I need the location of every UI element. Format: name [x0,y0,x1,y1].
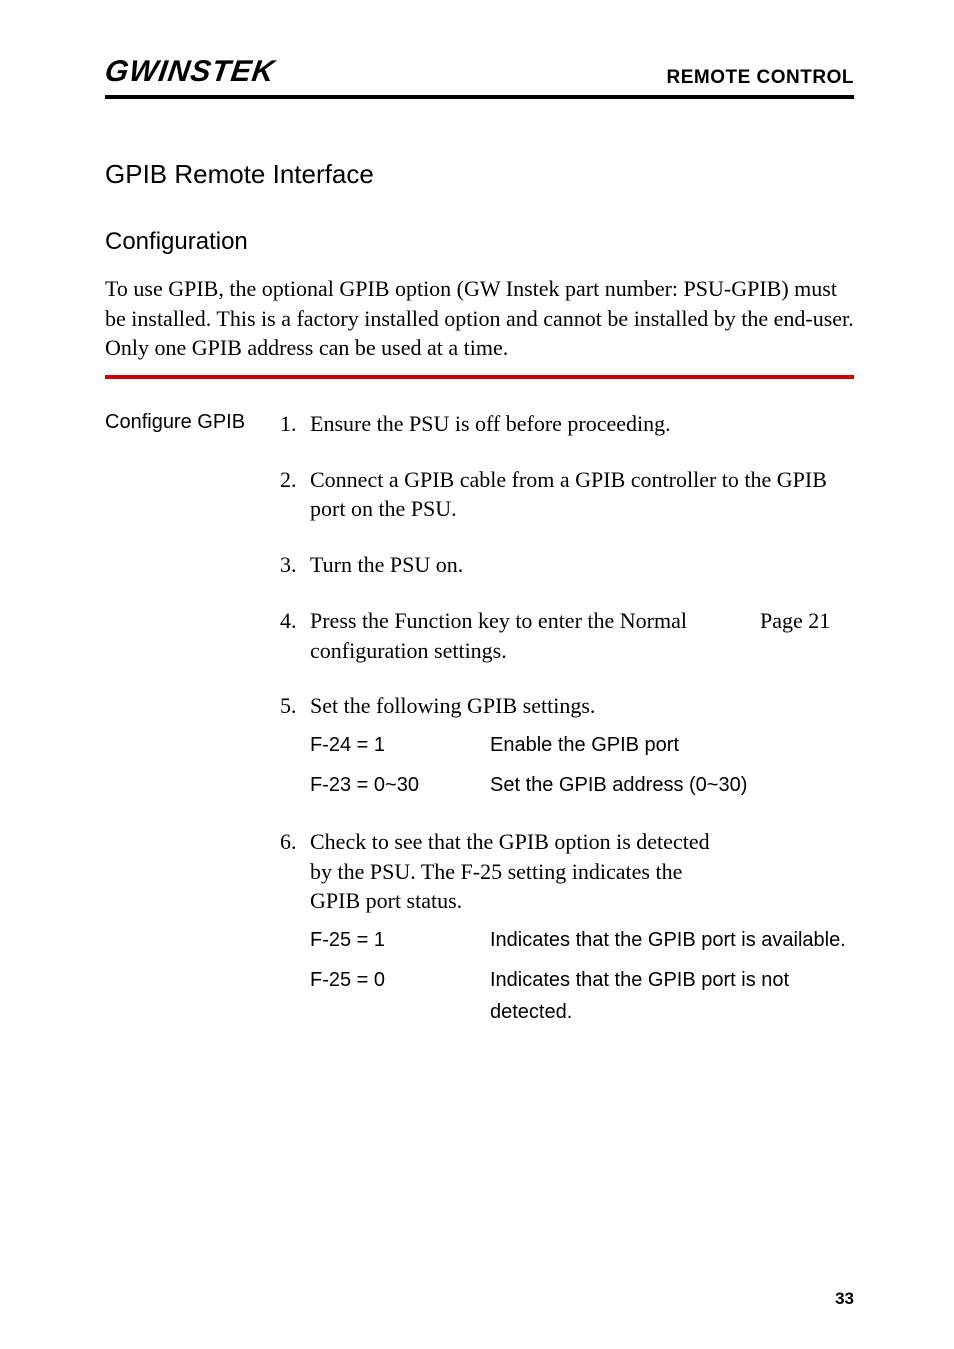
setting-key: F-24 = 1 [310,729,490,761]
step-page-ref: Page 21 [754,606,854,636]
step-row: Set the following GPIB settings. [310,691,854,721]
setting-row: F-23 = 0~30Set the GPIB address (0~30) [310,769,854,801]
steps-column: 1.Ensure the PSU is off before proceedin… [280,409,854,1054]
section-heading-1: GPIB Remote Interface [105,159,854,190]
setting-description: Enable the GPIB port [490,729,854,761]
step-text: Turn the PSU on. [310,550,854,580]
step-number: 4. [280,606,310,665]
step: 5.Set the following GPIB settings. F-24 =… [280,691,854,801]
step-body: Press the Function key to enter the Norm… [310,606,854,665]
step-text: Ensure the PSU is off before proceeding. [310,409,854,439]
setting-key: F-25 = 1 [310,924,490,956]
step-body: Connect a GPIB cable from a GPIB control… [310,465,854,524]
step-text: Connect a GPIB cable from a GPIB control… [310,465,854,524]
step-text: Press the Function key to enter the Norm… [310,606,754,665]
step-number: 2. [280,465,310,524]
step: 3.Turn the PSU on. [280,550,854,580]
step-text: Set the following GPIB settings. [310,691,854,721]
step: 6.Check to see that the GPIB option is d… [280,827,854,1028]
setting-description: Indicates that the GPIB port is not dete… [490,964,854,1028]
header: GWINSTEK REMOTE CONTROL [105,55,854,89]
setting-description: Set the GPIB address (0~30) [490,769,854,801]
step-row: Press the Function key to enter the Norm… [310,606,854,665]
intro-paragraph: To use GPIB, the optional GPIB option (G… [105,274,854,363]
step-row: Check to see that the GPIB option is det… [310,827,854,916]
step-body: Set the following GPIB settings. F-24 = 1… [310,691,854,801]
red-divider [105,375,854,379]
step: 2.Connect a GPIB cable from a GPIB contr… [280,465,854,524]
step: 1.Ensure the PSU is off before proceedin… [280,409,854,439]
step-number: 3. [280,550,310,580]
setting-key: F-23 = 0~30 [310,769,490,801]
step-row: Ensure the PSU is off before proceeding. [310,409,854,439]
step-number: 6. [280,827,310,1028]
setting-row: F-25 = 0Indicates that the GPIB port is … [310,964,854,1028]
step-number: 1. [280,409,310,439]
step-row: Connect a GPIB cable from a GPIB control… [310,465,854,524]
page-number: 33 [835,1289,854,1309]
section-heading-2: Configuration [105,228,854,256]
step-body: Turn the PSU on. [310,550,854,580]
step-text: Check to see that the GPIB option is det… [310,827,710,916]
setting-description: Indicates that the GPIB port is availabl… [490,924,854,956]
brand-logo: GWINSTEK [103,55,277,89]
step-body: Ensure the PSU is off before proceeding. [310,409,854,439]
setting-row: F-24 = 1Enable the GPIB port [310,729,854,761]
header-divider [105,95,854,99]
logo-text: GWINSTEK [103,55,277,88]
header-section-title: REMOTE CONTROL [667,67,855,89]
step-row: Turn the PSU on. [310,550,854,580]
setting-key: F-25 = 0 [310,964,490,1028]
content-grid: Configure GPIB 1.Ensure the PSU is off b… [105,409,854,1054]
setting-row: F-25 = 1Indicates that the GPIB port is … [310,924,854,956]
step-number: 5. [280,691,310,801]
step: 4.Press the Function key to enter the No… [280,606,854,665]
step-body: Check to see that the GPIB option is det… [310,827,854,1028]
left-column-label: Configure GPIB [105,409,280,1054]
